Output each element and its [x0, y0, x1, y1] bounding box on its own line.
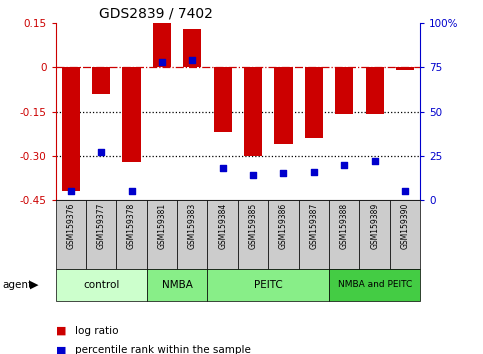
Point — [401, 188, 409, 194]
Bar — [298, 200, 329, 269]
Bar — [183, 29, 201, 67]
Bar — [208, 269, 329, 301]
Bar — [329, 200, 359, 269]
Text: GSM159388: GSM159388 — [340, 203, 349, 249]
Bar — [396, 67, 414, 70]
Bar — [208, 200, 238, 269]
Bar — [116, 200, 147, 269]
Point — [310, 169, 318, 175]
Bar — [153, 23, 171, 67]
Bar — [390, 200, 420, 269]
Bar — [335, 67, 354, 114]
Text: GSM159377: GSM159377 — [97, 203, 106, 249]
Point — [219, 165, 227, 171]
Bar — [366, 67, 384, 114]
Text: GSM159384: GSM159384 — [218, 203, 227, 249]
Point — [67, 188, 74, 194]
Text: percentile rank within the sample: percentile rank within the sample — [75, 346, 251, 354]
Text: GSM159378: GSM159378 — [127, 203, 136, 249]
Text: ▶: ▶ — [30, 280, 39, 290]
Text: GSM159381: GSM159381 — [157, 203, 167, 249]
Bar — [56, 200, 86, 269]
Text: control: control — [83, 280, 119, 290]
Text: GSM159386: GSM159386 — [279, 203, 288, 249]
Text: GSM159383: GSM159383 — [188, 203, 197, 249]
Text: agent: agent — [2, 280, 32, 290]
Bar — [268, 200, 298, 269]
Bar — [92, 67, 110, 94]
Bar — [147, 269, 208, 301]
Point — [188, 57, 196, 63]
Bar — [238, 200, 268, 269]
Point — [341, 162, 348, 167]
Point — [249, 172, 257, 178]
Bar — [359, 200, 390, 269]
Text: NMBA and PEITC: NMBA and PEITC — [338, 280, 412, 290]
Bar — [305, 67, 323, 138]
Text: log ratio: log ratio — [75, 326, 118, 336]
Text: GDS2839 / 7402: GDS2839 / 7402 — [99, 6, 213, 21]
Text: GSM159390: GSM159390 — [400, 203, 410, 249]
Text: ■: ■ — [56, 346, 66, 354]
Text: NMBA: NMBA — [162, 280, 193, 290]
Bar — [62, 67, 80, 191]
Bar — [329, 269, 420, 301]
Text: GSM159389: GSM159389 — [370, 203, 379, 249]
Bar — [122, 67, 141, 162]
Text: GSM159387: GSM159387 — [309, 203, 318, 249]
Text: PEITC: PEITC — [254, 280, 283, 290]
Text: GSM159385: GSM159385 — [249, 203, 257, 249]
Point — [97, 149, 105, 155]
Point — [371, 158, 379, 164]
Point — [158, 59, 166, 65]
Bar — [56, 269, 147, 301]
Text: ■: ■ — [56, 326, 66, 336]
Point — [128, 188, 135, 194]
Bar — [86, 200, 116, 269]
Bar — [274, 67, 293, 144]
Bar — [244, 67, 262, 156]
Bar — [177, 200, 208, 269]
Text: GSM159376: GSM159376 — [66, 203, 75, 249]
Bar — [147, 200, 177, 269]
Bar — [213, 67, 232, 132]
Point — [280, 171, 287, 176]
